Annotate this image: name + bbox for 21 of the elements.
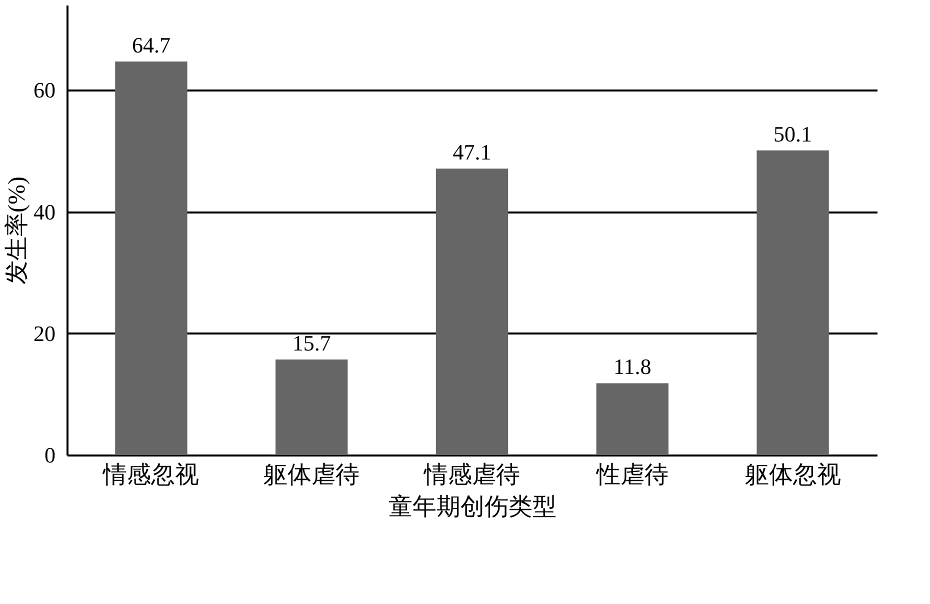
- data-label: 11.8: [614, 354, 652, 380]
- x-tick-label: 情感虐待: [423, 462, 520, 488]
- y-tick-label: 40: [34, 199, 56, 224]
- bar: [436, 168, 508, 455]
- y-tick-label: 0: [44, 442, 56, 468]
- data-label: 64.7: [132, 32, 170, 58]
- bar: [596, 383, 668, 455]
- y-tick-label: 60: [34, 78, 56, 103]
- data-label: 47.1: [452, 140, 492, 165]
- x-tick-label: 性虐待: [595, 462, 668, 488]
- x-axis-title: 童年期创伤类型: [388, 494, 556, 520]
- data-label: 50.1: [774, 121, 812, 146]
- bar: [276, 360, 348, 455]
- bar: [756, 150, 829, 455]
- data-label: 15.7: [292, 330, 331, 356]
- y-axis-title: 发生率(%): [4, 176, 30, 284]
- y-tick-label: 20: [34, 320, 56, 346]
- x-tick-label: 情感忽视: [102, 462, 200, 488]
- x-tick-label: 躯体虐待: [264, 462, 360, 488]
- x-tick-label: 躯体忽视: [744, 462, 841, 488]
- bar: [115, 62, 188, 455]
